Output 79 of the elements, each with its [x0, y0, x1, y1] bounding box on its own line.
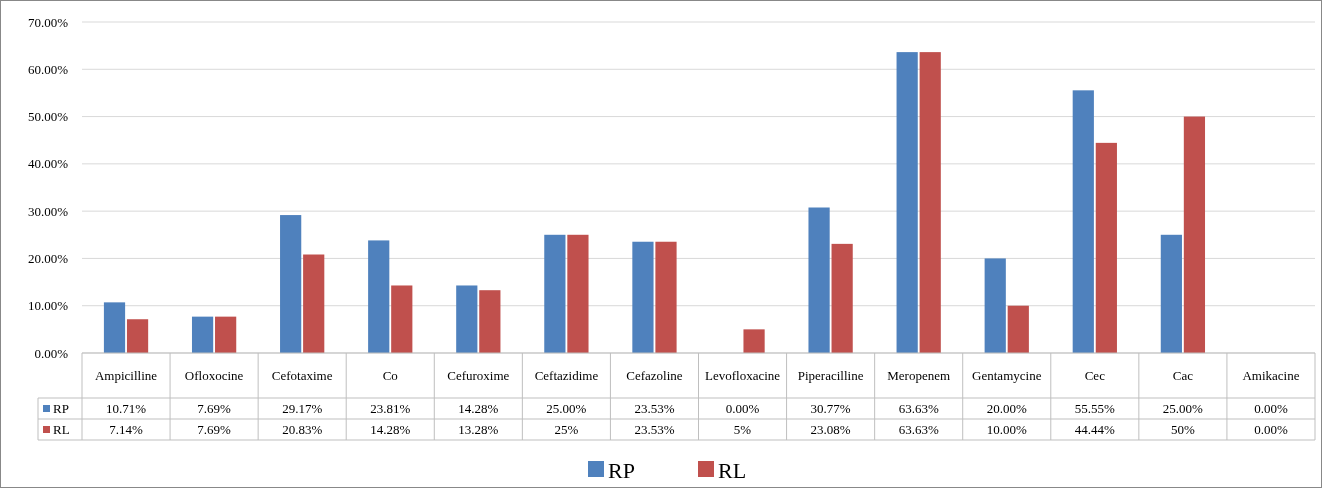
data-label: 23.08% — [810, 422, 851, 438]
data-label: 30.77% — [810, 401, 851, 417]
bar — [1007, 305, 1029, 353]
data-label: 25.00% — [546, 401, 587, 417]
bar — [215, 316, 237, 353]
y-tick-label: 20.00% — [27, 250, 69, 266]
y-tick-label: 10.00% — [27, 298, 69, 314]
data-label: 10.71% — [105, 401, 147, 417]
data-label: 0.00% — [1254, 422, 1288, 438]
data-label: 20.83% — [282, 422, 323, 438]
data-label: 55.55% — [1074, 401, 1116, 417]
bar — [1160, 234, 1182, 353]
data-label: 20.00% — [986, 401, 1027, 417]
bar — [456, 285, 478, 353]
data-label: 23.53% — [634, 401, 675, 417]
bar — [632, 241, 654, 353]
bar — [191, 316, 214, 353]
data-label: 44.44% — [1074, 422, 1116, 438]
bar — [808, 207, 830, 353]
y-tick-label: 60.00% — [27, 61, 69, 77]
y-tick-label: 50.00% — [27, 109, 69, 125]
data-label: 63.63% — [898, 422, 939, 438]
legend-label: RL — [53, 422, 70, 438]
bar — [831, 243, 853, 353]
data-label: 7.69% — [197, 401, 232, 417]
x-tick-label: Ceftazidime — [534, 368, 599, 384]
data-label: 14.28% — [458, 401, 499, 417]
data-label: 10.00% — [986, 422, 1027, 438]
bar — [368, 240, 390, 353]
data-label: 23.81% — [370, 401, 411, 417]
data-label: 25.00% — [1162, 401, 1204, 417]
x-tick-label: Ofloxocine — [184, 368, 244, 384]
legend-label: RP — [53, 401, 69, 417]
data-label: 23.53% — [634, 422, 675, 438]
bar — [984, 258, 1006, 353]
x-tick-label: Cefotaxime — [271, 368, 333, 384]
x-tick-label: Cac — [1172, 368, 1194, 384]
y-tick-label: 0.00% — [34, 345, 69, 361]
bar — [919, 52, 941, 353]
y-tick-label: 40.00% — [27, 156, 69, 172]
bar — [391, 285, 413, 353]
x-tick-label: Ampicilline — [94, 368, 158, 384]
data-label: 29.17% — [282, 401, 323, 417]
bar — [1072, 90, 1094, 353]
data-label: 13.28% — [458, 422, 499, 438]
bar — [126, 319, 149, 353]
bar — [655, 241, 677, 353]
x-tick-label: Piperacilline — [797, 368, 864, 384]
data-label: 7.69% — [197, 422, 232, 438]
text: RL — [718, 457, 747, 483]
data-label: 5% — [733, 422, 752, 438]
x-tick-label: Amikacine — [1242, 368, 1300, 384]
data-label: 0.00% — [1254, 401, 1288, 417]
data-label: 0.00% — [725, 401, 760, 417]
x-tick-label: Levofloxacine — [705, 368, 781, 384]
x-tick-label: Cefazoline — [626, 368, 683, 384]
bar — [544, 234, 566, 353]
x-tick-label: Cefuroxime — [447, 368, 510, 384]
data-label: 25% — [554, 422, 579, 438]
bar — [567, 234, 589, 353]
y-tick-label: 30.00% — [27, 203, 69, 219]
x-tick-label: Meropenem — [887, 368, 951, 384]
data-label: 7.14% — [109, 422, 143, 438]
x-tick-label: Cec — [1084, 368, 1106, 384]
data-label: 63.63% — [898, 401, 939, 417]
bar — [1095, 142, 1117, 353]
x-tick-label: Gentamycine — [972, 368, 1042, 384]
text: RP — [608, 457, 635, 483]
x-tick-label: Co — [382, 368, 398, 384]
bar — [280, 215, 302, 353]
bar — [743, 329, 765, 353]
y-tick-label: 70.00% — [27, 14, 69, 30]
bar — [303, 254, 325, 353]
data-label: 14.28% — [370, 422, 411, 438]
bar — [1183, 116, 1206, 353]
data-label: 50% — [1170, 422, 1195, 438]
bar — [479, 290, 501, 353]
bar — [103, 302, 126, 353]
bar — [896, 52, 918, 353]
